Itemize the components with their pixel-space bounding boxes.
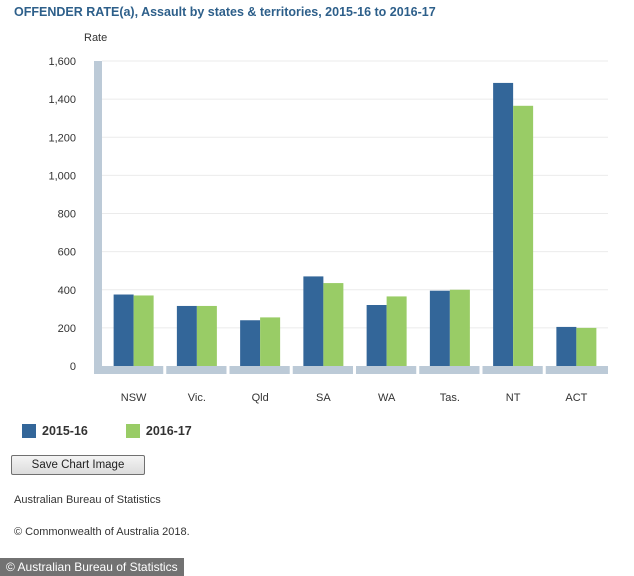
bar-vic-2015-16 bbox=[176, 305, 197, 366]
y-tick-label: 600 bbox=[58, 247, 76, 259]
bar-qld-2015-16 bbox=[240, 320, 261, 366]
y-tick-label: 1,600 bbox=[48, 56, 76, 68]
y-tick-label: 1,400 bbox=[48, 94, 76, 106]
y-tick-label: 400 bbox=[58, 285, 76, 297]
x-axis-separator bbox=[289, 366, 293, 374]
bar-nt-2016-17 bbox=[513, 105, 534, 366]
x-tick-label: Qld bbox=[252, 392, 269, 404]
x-tick-label: NSW bbox=[121, 392, 147, 404]
bar-sa-2015-16 bbox=[303, 276, 324, 366]
x-axis-separator bbox=[542, 366, 546, 374]
x-axis-separator bbox=[416, 366, 420, 374]
x-tick-label: ACT bbox=[565, 392, 587, 404]
legend-swatch-2016-17 bbox=[125, 424, 140, 438]
bar-sa-2016-17 bbox=[323, 283, 344, 366]
legend-item-2015-16: 2015-16 bbox=[22, 424, 88, 438]
y-axis-label: Rate bbox=[84, 32, 107, 44]
bar-tas-2016-17 bbox=[449, 289, 470, 366]
y-tick-labels: 0 200 400 600 800 1,000 1,200 1,400 1,600 bbox=[48, 56, 76, 373]
legend-swatch-2015-16 bbox=[22, 424, 36, 438]
x-axis-separator bbox=[226, 366, 230, 374]
legend-item-2016-17: 2016-17 bbox=[125, 424, 192, 438]
bar-tas-2015-16 bbox=[429, 290, 450, 366]
x-tick-label: WA bbox=[378, 392, 396, 404]
axes bbox=[94, 61, 608, 374]
bar-vic-2016-17 bbox=[196, 305, 217, 366]
x-axis-bar bbox=[94, 366, 608, 374]
x-tick-label: NT bbox=[506, 392, 521, 404]
y-tick-label: 1,200 bbox=[48, 132, 76, 144]
x-tick-label: SA bbox=[316, 392, 331, 404]
x-tick-label: Vic. bbox=[188, 392, 206, 404]
y-tick-label: 1,000 bbox=[48, 170, 76, 182]
bar-act-2015-16 bbox=[556, 326, 577, 366]
watermark: © Australian Bureau of Statistics bbox=[0, 558, 184, 576]
legend-label-2015-16: 2015-16 bbox=[42, 424, 88, 438]
bars bbox=[113, 82, 597, 366]
bar-qld-2016-17 bbox=[260, 317, 281, 366]
x-axis-separator bbox=[479, 366, 483, 374]
bar-nsw-2016-17 bbox=[133, 295, 154, 366]
bar-wa-2015-16 bbox=[366, 305, 387, 366]
legend: 2015-16 2016-17 bbox=[22, 424, 230, 438]
x-tick-labels: NSW Vic. Qld SA WA Tas. NT ACT bbox=[121, 392, 588, 404]
chart-title: OFFENDER RATE(a), Assault by states & te… bbox=[14, 5, 436, 19]
save-chart-image-button[interactable]: Save Chart Image bbox=[11, 455, 145, 475]
bar-nsw-2015-16 bbox=[113, 294, 134, 366]
x-axis-separator bbox=[353, 366, 356, 374]
x-axis-separator bbox=[163, 366, 167, 374]
y-tick-label: 200 bbox=[58, 323, 76, 335]
legend-label-2016-17: 2016-17 bbox=[145, 424, 192, 438]
source-text: Australian Bureau of Statistics bbox=[14, 494, 161, 506]
y-axis-bar bbox=[94, 61, 102, 374]
x-tick-label: Tas. bbox=[440, 392, 460, 404]
y-tick-label: 800 bbox=[58, 209, 76, 221]
bar-chart: Rate 0 200 400 600 800 1,000 1,200 1,400 1,600 N… bbox=[48, 32, 608, 404]
copyright-text: © Commonwealth of Australia 2018. bbox=[14, 526, 190, 538]
bar-wa-2016-17 bbox=[386, 296, 407, 366]
y-tick-label: 0 bbox=[70, 361, 76, 373]
bar-act-2016-17 bbox=[576, 327, 597, 366]
bar-nt-2015-16 bbox=[493, 82, 514, 366]
